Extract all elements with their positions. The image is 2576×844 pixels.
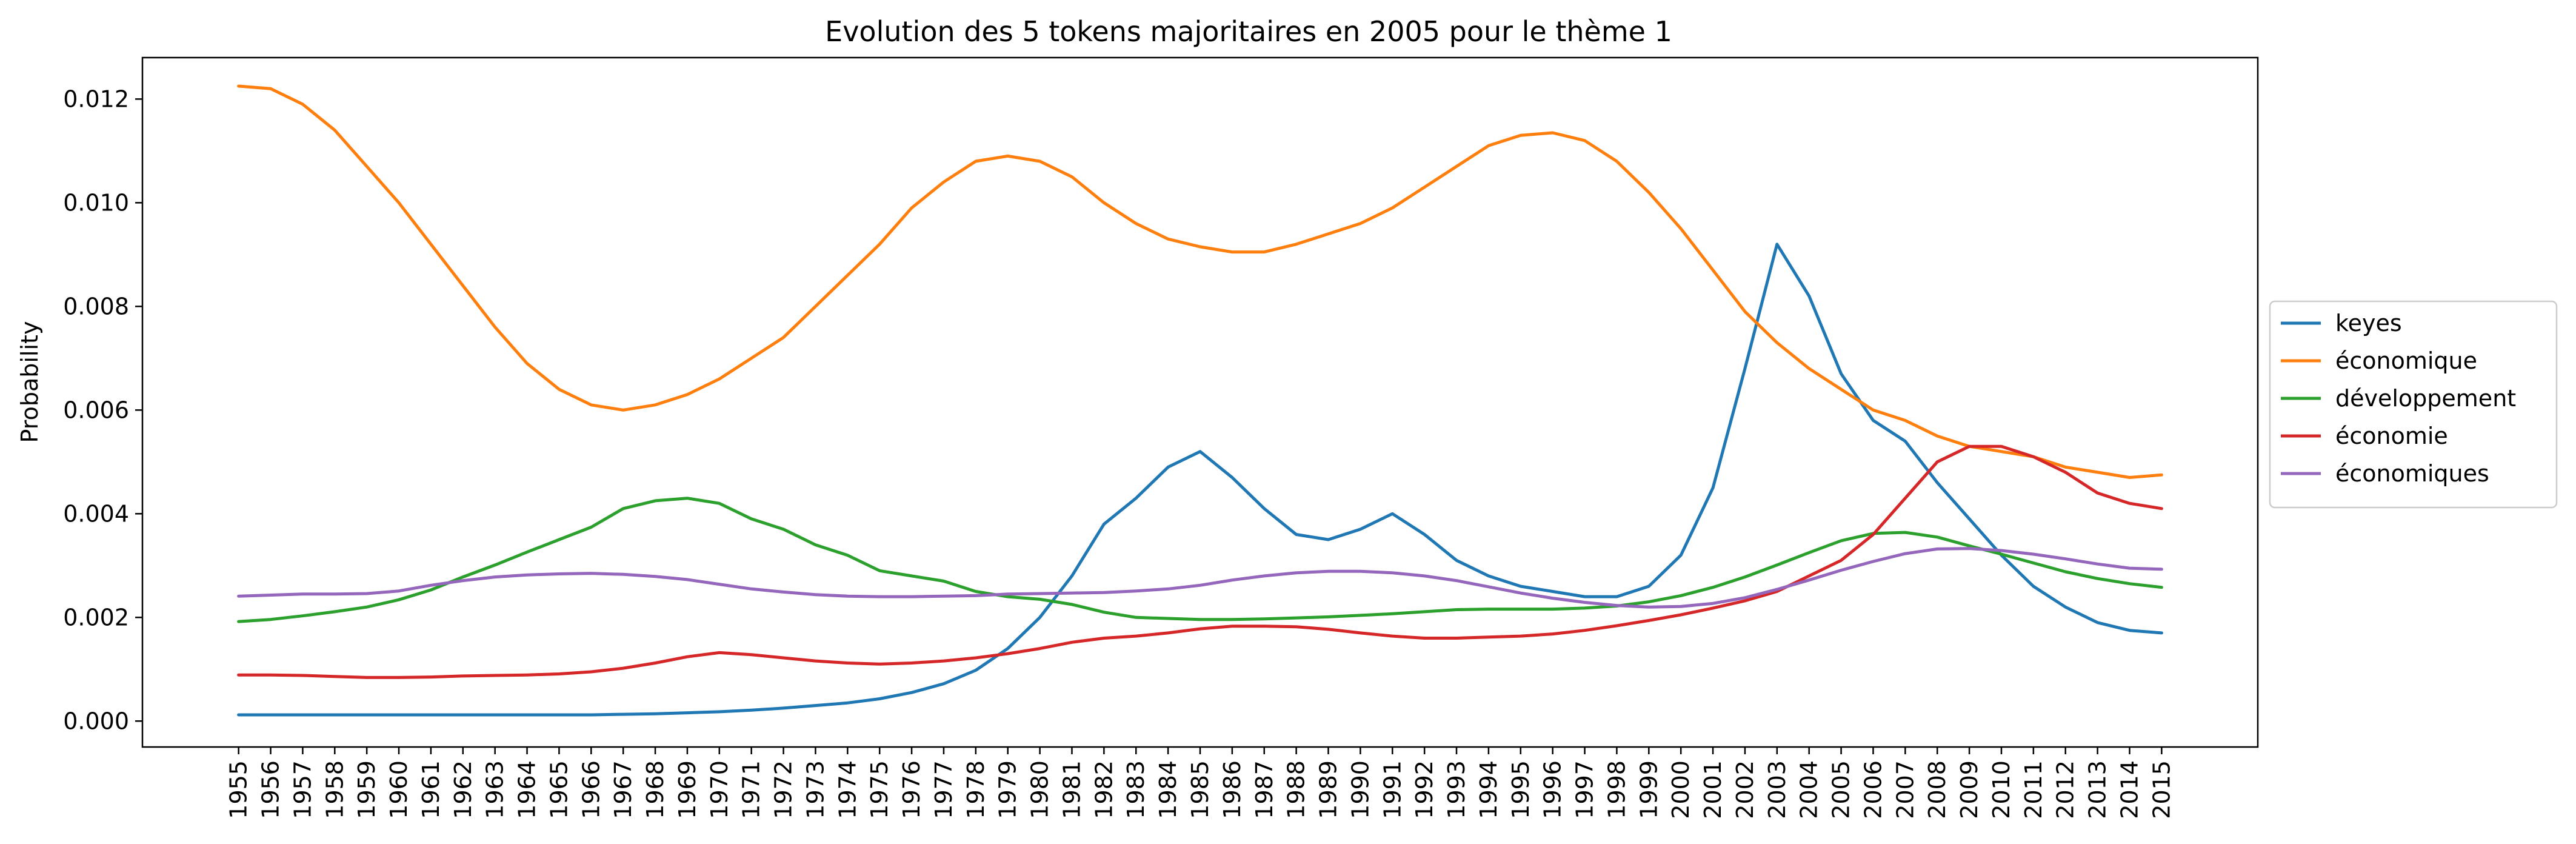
x-tick-label: 1994	[1475, 760, 1502, 819]
x-tick-label: 1990	[1347, 760, 1373, 819]
x-tick-label: 1963	[482, 760, 509, 819]
y-axis-label: Probability	[16, 321, 43, 443]
x-tick-label: 2001	[1700, 760, 1726, 819]
x-tick-label: 1981	[1059, 760, 1086, 819]
x-tick-label: 1998	[1603, 760, 1630, 819]
y-tick-label: 0.004	[63, 500, 129, 527]
x-tick-label: 1991	[1379, 760, 1406, 819]
x-tick-label: 1962	[450, 760, 476, 819]
y-tick-label: 0.006	[63, 397, 129, 423]
x-tick-label: 1976	[898, 760, 925, 819]
x-tick-label: 1988	[1283, 760, 1310, 819]
x-tick-label: 2004	[1796, 760, 1823, 819]
x-tick-label: 1978	[963, 760, 989, 819]
x-tick-label: 2005	[1828, 760, 1855, 819]
legend-label-0: keyes	[2335, 310, 2402, 337]
y-tick-label: 0.008	[63, 293, 129, 320]
x-tick-label: 1967	[610, 760, 636, 819]
x-tick-label: 1975	[866, 760, 893, 819]
chart-title: Evolution des 5 tokens majoritaires en 2…	[825, 15, 1672, 48]
x-tick-label: 1999	[1635, 760, 1662, 819]
x-tick-label: 1989	[1315, 760, 1342, 819]
y-tick-label: 0.012	[63, 85, 129, 112]
x-tick-label: 1986	[1219, 760, 1246, 819]
x-tick-label: 1995	[1507, 760, 1534, 819]
x-tick-label: 1974	[834, 760, 861, 819]
y-tick-label: 0.000	[63, 708, 129, 734]
x-tick-label: 2000	[1667, 760, 1694, 819]
x-tick-label: 1984	[1155, 760, 1181, 819]
x-tick-label: 1958	[321, 760, 348, 819]
x-tick-label: 1972	[770, 760, 797, 819]
series-lines	[237, 84, 2163, 717]
x-tick-label: 1961	[418, 760, 444, 819]
series-line-1	[237, 84, 2163, 479]
x-tick-label: 2006	[1860, 760, 1887, 819]
x-tick-label: 2003	[1764, 760, 1790, 819]
legend-label-2: développement	[2335, 385, 2516, 412]
x-tick-label: 2015	[2148, 760, 2175, 819]
x-tick-label: 1985	[1187, 760, 1213, 819]
x-tick-label: 1955	[225, 760, 252, 819]
x-tick-label: 2008	[1924, 760, 1950, 819]
x-tick-label: 2002	[1732, 760, 1758, 819]
x-tick-label: 1960	[385, 760, 412, 819]
y-axis: 0.000 0.002 0.004 0.006 0.008 0.010 0.012	[63, 85, 142, 734]
x-tick-label: 1956	[258, 760, 284, 819]
x-tick-label: 1992	[1411, 760, 1438, 819]
series-line-4	[237, 547, 2163, 609]
x-tick-label: 1970	[706, 760, 733, 819]
x-tick-label: 1968	[642, 760, 669, 819]
x-tick-label: 2010	[1988, 760, 2015, 819]
x-tick-label: 1993	[1443, 760, 1470, 819]
y-tick-label: 0.002	[63, 604, 129, 631]
x-tick-label: 1979	[995, 760, 1021, 819]
x-tick-label: 1971	[738, 760, 765, 819]
x-tick-label: 1982	[1090, 760, 1117, 819]
x-tick-label: 1987	[1251, 760, 1278, 819]
legend-label-3: économie	[2335, 423, 2448, 449]
x-tick-label: 1983	[1123, 760, 1149, 819]
x-tick-label: 1959	[353, 760, 380, 819]
x-axis: 1955 1956 1957 1958 1959 1960 1961 1962 1963 1964…	[225, 747, 2175, 819]
x-tick-label: 1973	[802, 760, 829, 819]
x-tick-label: 2013	[2084, 760, 2111, 819]
x-tick-label: 2009	[1956, 760, 1983, 819]
series-line-3	[237, 444, 2163, 679]
x-tick-label: 1997	[1572, 760, 1598, 819]
x-tick-label: 1996	[1540, 760, 1566, 819]
x-tick-label: 2011	[2020, 760, 2047, 819]
legend-label-4: économiques	[2335, 460, 2489, 487]
series-line-2	[237, 497, 2163, 623]
x-tick-label: 2012	[2052, 760, 2079, 819]
y-tick-label: 0.010	[63, 189, 129, 216]
x-tick-label: 1964	[514, 760, 541, 819]
x-tick-label: 1957	[289, 760, 316, 819]
x-tick-label: 1980	[1027, 760, 1053, 819]
x-tick-label: 1969	[674, 760, 701, 819]
x-tick-label: 2007	[1892, 760, 1918, 819]
series-line-0	[237, 243, 2163, 717]
x-tick-label: 1977	[930, 760, 957, 819]
x-tick-label: 1966	[578, 760, 604, 819]
x-tick-label: 2014	[2117, 760, 2143, 819]
plot-area	[141, 56, 2259, 748]
legend-label-1: économique	[2335, 347, 2477, 374]
legend: keyes économique développement économie écon…	[2269, 300, 2558, 509]
x-tick-label: 1965	[546, 760, 572, 819]
legend-box	[2269, 300, 2558, 509]
